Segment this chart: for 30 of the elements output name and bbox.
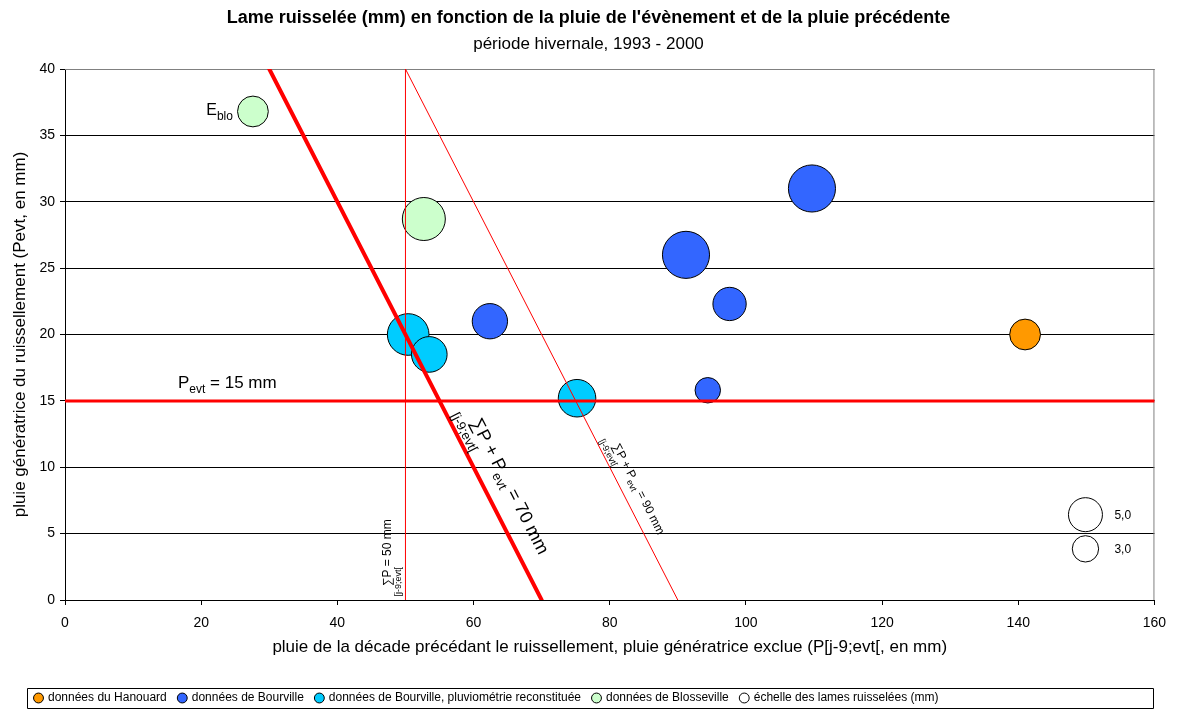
x-tick-label: 20	[193, 614, 210, 631]
x-tick-label: 60	[465, 614, 482, 631]
y-tick-label: 35	[39, 126, 56, 143]
y-tick-label: 0	[47, 590, 56, 607]
legend-title: échelle des lames ruisselées (mm)	[753, 690, 939, 705]
y-tick-label: 40	[39, 59, 56, 76]
chart-title: Lame ruisselée (mm) en fonction de la pluie de l'évènement et de la pluie précédente	[226, 6, 951, 27]
x-tick-label: 80	[601, 614, 618, 631]
legend-label: données de Bourville, pluviométrie reconstituée	[328, 690, 582, 705]
chart-subtitle: période hivernale, 1993 - 2000	[473, 34, 704, 54]
x-tick-label: 160	[1142, 614, 1167, 631]
x-tick-label: 100	[734, 614, 758, 631]
legend-label: données de Bourville	[191, 690, 305, 705]
x-tick-label: 120	[870, 614, 894, 631]
y-tick-label: 30	[39, 192, 56, 209]
y-axis-title: pluie génératrice du ruissellement (Pevt, en mm)	[9, 151, 29, 518]
legend-label: données de Blosseville	[605, 690, 730, 705]
y-tick-label: 15	[39, 391, 56, 408]
y-tick-label: 5	[47, 524, 56, 541]
y-tick-label: 10	[39, 458, 56, 475]
x-axis-title: pluie de la décade précédant le ruissellement, pluie génératrice exclue (P[j-9;evt[, en mm)	[272, 637, 948, 657]
legend-label: données du Hanouard	[48, 690, 167, 705]
ref-line-label: ∑[j-9;evt[P = 50 mm	[380, 519, 404, 597]
x-tick-label: 40	[329, 614, 346, 631]
x-tick-label: 0	[61, 614, 70, 631]
y-tick-label: 20	[39, 325, 56, 342]
legend-label: 5,0	[1114, 507, 1132, 522]
legend-label: 3,0	[1114, 541, 1132, 556]
y-tick-label: 25	[39, 258, 56, 275]
x-tick-label: 140	[1006, 614, 1031, 631]
